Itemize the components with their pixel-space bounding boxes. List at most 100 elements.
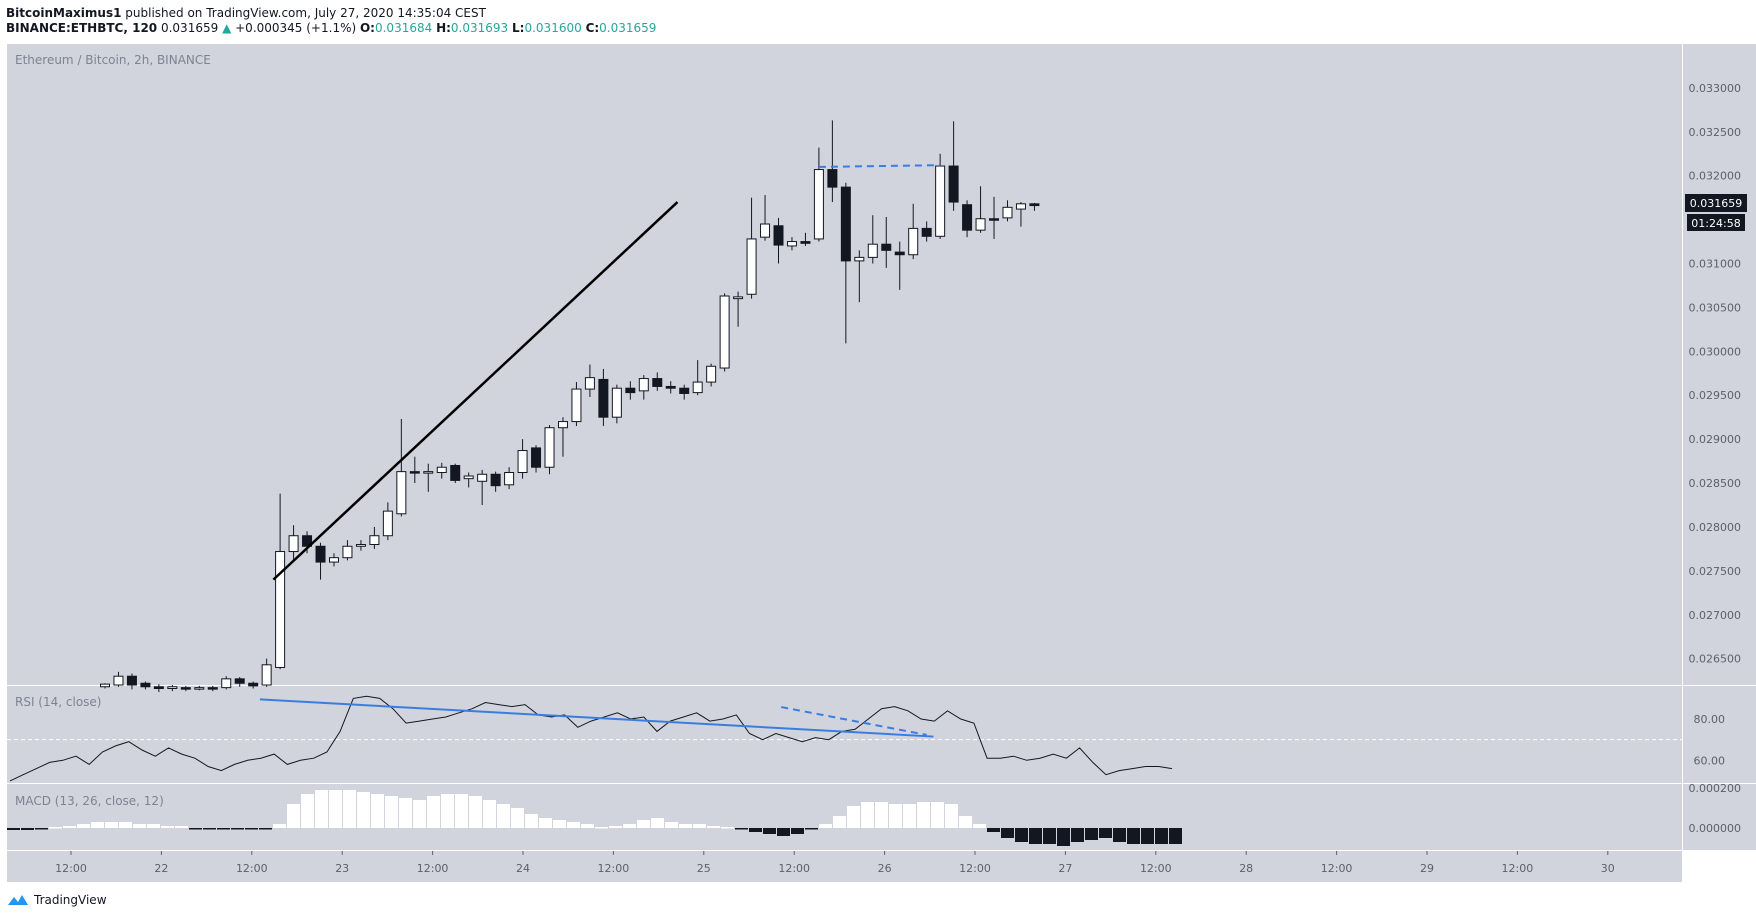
candle-body — [100, 683, 110, 688]
macd-bar — [1127, 828, 1140, 844]
macd-bar — [1085, 828, 1098, 840]
candle-body — [1029, 203, 1040, 207]
candle — [423, 463, 434, 492]
candle-body — [409, 471, 420, 474]
candle-body — [194, 687, 205, 690]
macd-bar — [945, 804, 958, 828]
time-tick-label: 12:00 — [598, 862, 630, 875]
candle — [760, 195, 771, 241]
macd-bar — [1057, 828, 1070, 846]
candle-body — [800, 241, 811, 244]
time-tick-label: 12:00 — [55, 862, 87, 875]
rsi-tick-label: 60.00 — [1694, 754, 1726, 767]
candle-body — [153, 686, 164, 690]
macd-bar — [161, 826, 174, 828]
tradingview-brand: TradingView — [34, 893, 107, 907]
price-tick-label: 0.032000 — [1689, 170, 1742, 183]
macd-bar — [63, 826, 76, 828]
macd-bar — [217, 828, 230, 830]
macd-bar — [539, 818, 552, 828]
macd-bar — [343, 790, 356, 828]
macd-bar — [21, 828, 34, 830]
candle-body — [544, 427, 555, 468]
macd-bar — [273, 824, 286, 828]
macd-bar — [231, 828, 244, 830]
candle — [288, 525, 299, 561]
candle — [126, 673, 137, 690]
rsi-divergence-dashed-line[interactable] — [781, 706, 927, 736]
macd-bar — [427, 796, 440, 828]
price-axis-bg[interactable] — [1683, 44, 1756, 850]
price-tick-label: 0.032500 — [1689, 126, 1742, 139]
candle-body — [382, 510, 393, 537]
ascending-support-trendline[interactable] — [272, 201, 679, 581]
macd-bar — [1043, 828, 1056, 844]
candle — [813, 147, 824, 242]
macd-bar — [1141, 828, 1154, 844]
macd-bar — [931, 802, 944, 828]
candle-body — [935, 165, 946, 237]
candle — [598, 368, 609, 426]
time-tick-label: 12:00 — [236, 862, 268, 875]
time-tick-label: 25 — [697, 862, 711, 875]
rsi-line — [9, 695, 1173, 782]
macd-bar — [455, 794, 468, 828]
candle-body — [921, 227, 932, 237]
candle-body — [760, 223, 771, 238]
candle-body — [221, 678, 232, 689]
candle — [733, 291, 744, 327]
time-tick-label: 27 — [1058, 862, 1072, 875]
close-value: 0.031659 — [599, 21, 657, 35]
candle — [665, 381, 676, 394]
low-value: 0.031600 — [524, 21, 582, 35]
change-value: +0.000345 (+1.1%) — [235, 21, 357, 35]
open-label: O: — [359, 21, 375, 35]
candle — [854, 250, 865, 303]
candle-body — [989, 218, 1000, 221]
candle-body — [638, 378, 649, 392]
rsi-bearish-divergence-line[interactable] — [259, 698, 934, 738]
candle-body — [557, 421, 568, 429]
candle-body — [180, 687, 191, 690]
macd-bar — [1029, 828, 1042, 844]
candle — [140, 681, 151, 690]
time-axis-bg[interactable] — [7, 851, 1682, 882]
candle — [221, 676, 232, 690]
candle — [517, 439, 528, 479]
candle — [746, 197, 757, 299]
candle — [921, 221, 932, 242]
change-arrow-icon: ▲ — [222, 21, 232, 35]
ohlc-line: BINANCE:ETHBTC, 120 0.031659 ▲ +0.000345… — [6, 21, 656, 36]
price-pane-bg[interactable] — [7, 44, 1682, 685]
macd-bar — [693, 824, 706, 828]
candle — [800, 232, 811, 246]
macd-bar — [259, 828, 272, 830]
candle — [167, 685, 178, 692]
time-tick-label: 12:00 — [1140, 862, 1172, 875]
macd-bar — [567, 822, 580, 828]
high-label: H: — [436, 21, 451, 35]
price-tick-label: 0.028500 — [1689, 477, 1742, 490]
candle-body — [342, 545, 353, 559]
candle — [450, 463, 461, 484]
macd-bar — [1099, 828, 1112, 838]
macd-bar — [441, 794, 454, 828]
macd-bar — [329, 790, 342, 828]
price-double-top-dashed-line[interactable] — [818, 164, 941, 168]
macd-bar — [623, 824, 636, 828]
candle — [382, 502, 393, 541]
rsi-pane-bg[interactable] — [7, 686, 1682, 783]
tradingview-logo[interactable]: TradingView — [6, 893, 107, 907]
candle — [840, 182, 851, 344]
macd-bar — [1169, 828, 1182, 844]
low-label: L: — [512, 21, 525, 35]
candle — [571, 382, 582, 426]
candle — [504, 467, 515, 490]
candle — [396, 418, 407, 517]
candle — [1002, 200, 1013, 222]
candle-body — [881, 243, 892, 251]
macd-bar — [651, 818, 664, 828]
candle — [827, 120, 838, 203]
author-name[interactable]: BitcoinMaximus1 — [6, 6, 122, 20]
